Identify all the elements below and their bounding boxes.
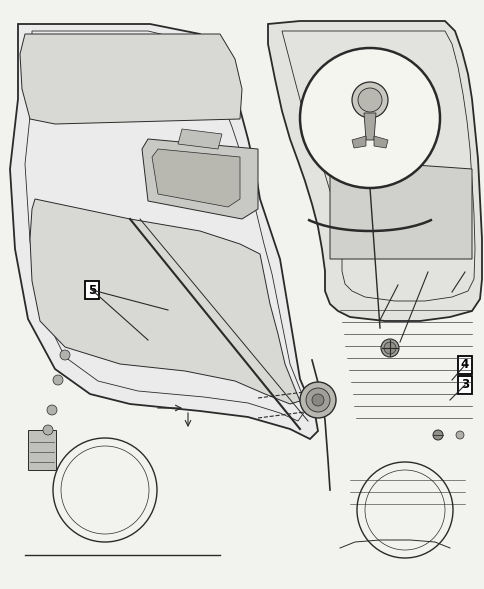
Circle shape	[383, 342, 395, 354]
Polygon shape	[20, 34, 242, 124]
Circle shape	[47, 405, 57, 415]
Text: 4: 4	[393, 279, 401, 292]
Polygon shape	[10, 24, 318, 439]
Circle shape	[305, 388, 329, 412]
Text: 6: 6	[360, 35, 368, 48]
Polygon shape	[151, 149, 240, 207]
Text: 7: 7	[423, 266, 431, 279]
Circle shape	[300, 48, 439, 188]
Circle shape	[351, 82, 387, 118]
Circle shape	[455, 431, 463, 439]
Polygon shape	[30, 199, 300, 404]
Text: 3: 3	[460, 379, 468, 392]
Text: 1: 1	[460, 266, 468, 279]
Polygon shape	[142, 139, 257, 219]
Polygon shape	[178, 129, 222, 149]
Circle shape	[300, 382, 335, 418]
Circle shape	[53, 375, 63, 385]
Polygon shape	[373, 136, 387, 148]
Polygon shape	[363, 113, 375, 140]
Circle shape	[43, 425, 53, 435]
Text: 4: 4	[460, 359, 468, 372]
FancyBboxPatch shape	[28, 430, 56, 470]
Circle shape	[432, 430, 442, 440]
Circle shape	[60, 350, 70, 360]
Circle shape	[311, 394, 323, 406]
Polygon shape	[268, 21, 481, 321]
Circle shape	[357, 88, 381, 112]
Polygon shape	[351, 136, 365, 148]
Text: 5: 5	[88, 283, 96, 296]
Circle shape	[380, 339, 398, 357]
Polygon shape	[329, 159, 471, 259]
